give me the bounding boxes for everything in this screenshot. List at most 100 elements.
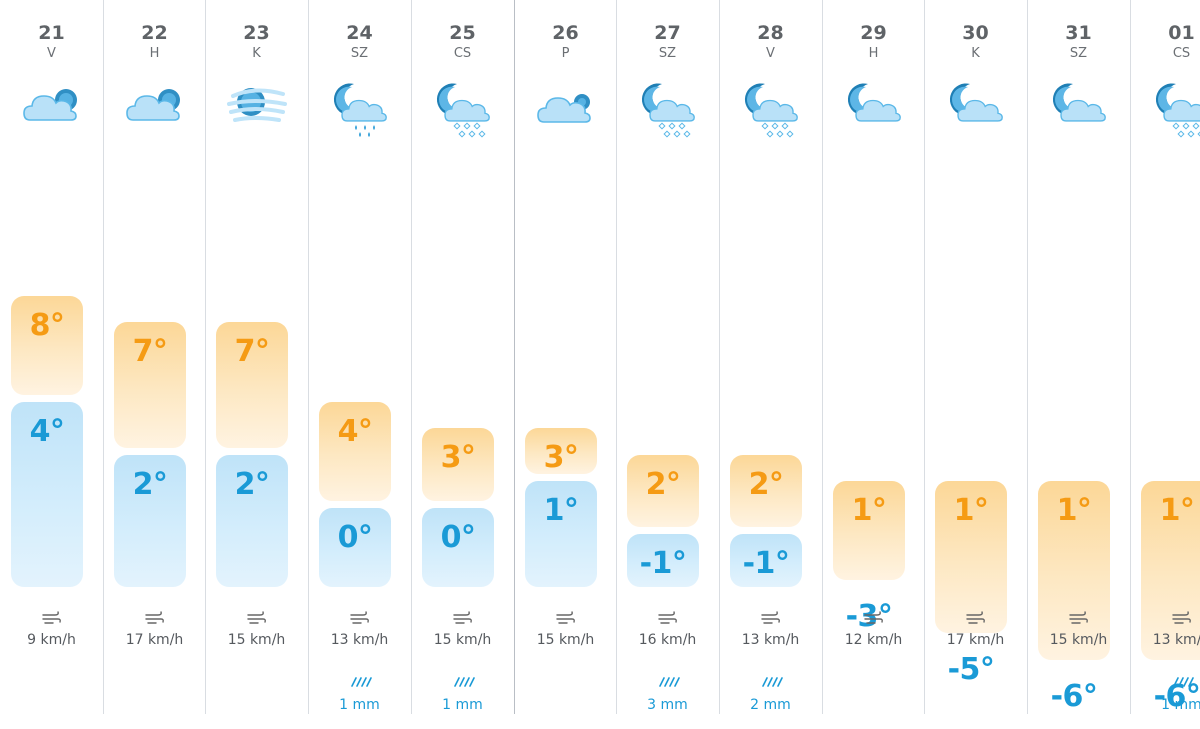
column-divider — [924, 0, 925, 714]
low-temp: 1° — [543, 493, 579, 528]
day-weekday: P — [561, 46, 570, 61]
high-temp-bar: 1° — [1038, 481, 1110, 660]
day-column[interactable]: 28 V 2° -1° 13 km/h 2 mm — [719, 0, 822, 714]
high-temp-bar: 8° — [11, 295, 83, 395]
low-temp: -5° — [947, 652, 995, 687]
day-column[interactable]: 25 CS 3° 0° 15 km/h 1 mm — [411, 0, 514, 714]
day-weekday: V — [766, 46, 775, 61]
wind-speed: 16 km/h — [638, 632, 697, 648]
low-temp-bar: -1° — [627, 534, 699, 587]
precipitation-amount: 1 mm — [339, 697, 380, 713]
day-weekday: K — [971, 46, 980, 61]
day-date: 22 — [141, 22, 168, 44]
wind-speed: 15 km/h — [536, 632, 595, 648]
wind-speed: 17 km/h — [946, 632, 1005, 648]
precipitation-amount: 1 mm — [1161, 697, 1200, 713]
day-weekday: CS — [453, 46, 472, 61]
moon-cloud-icon — [924, 80, 1027, 140]
column-divider — [103, 0, 104, 714]
day-weekday: CS — [1172, 46, 1191, 61]
high-temp: 7° — [132, 334, 168, 369]
moon-cloud-icon — [1027, 80, 1130, 140]
low-temp: 0° — [337, 519, 373, 555]
wind-speed: 15 km/h — [1049, 632, 1108, 648]
low-temp: 2° — [234, 466, 270, 502]
day-date: 21 — [38, 22, 65, 44]
wind-speed: 13 km/h — [741, 632, 800, 648]
wind-icon — [1130, 611, 1200, 627]
day-column[interactable]: 23 K 7° 2° 15 km/h — [205, 0, 308, 714]
day-weekday: K — [252, 46, 261, 61]
high-temp-bar: 7° — [216, 322, 288, 448]
wind-icon — [1027, 611, 1130, 627]
high-temp: 3° — [543, 440, 579, 475]
high-temp: 7° — [234, 334, 270, 369]
low-temp: 0° — [440, 519, 476, 555]
column-divider — [1027, 0, 1028, 714]
wind-icon — [616, 611, 719, 627]
column-divider — [205, 0, 206, 714]
high-temp-bar: 3° — [422, 428, 494, 501]
high-temp: 8° — [29, 307, 65, 343]
low-temp-bar: 0° — [319, 507, 391, 587]
day-column[interactable]: 30 K 1° -5° 17 km/h — [924, 0, 1027, 714]
day-date: 27 — [654, 22, 681, 44]
low-temp: 4° — [29, 413, 65, 449]
column-divider — [616, 0, 617, 714]
precipitation-icon — [616, 676, 719, 690]
precipitation-icon — [308, 676, 411, 690]
low-temp-bar: 1° — [525, 481, 597, 587]
low-temp: 2° — [132, 466, 168, 502]
day-column[interactable]: 26 P 3° 1° 15 km/h — [514, 0, 617, 714]
column-divider — [308, 0, 309, 714]
high-temp-bar: 7° — [114, 322, 186, 448]
low-temp: -1° — [742, 546, 790, 581]
moon-cloud-snow-icon — [616, 80, 719, 140]
wind-icon — [411, 611, 514, 627]
low-temp: -1° — [639, 546, 687, 581]
wind-icon — [514, 611, 617, 627]
day-column[interactable]: 21 V 8° 4° 9 km/h — [0, 0, 103, 714]
column-divider — [1130, 0, 1131, 714]
precipitation-icon — [411, 676, 514, 690]
day-weekday: SZ — [1069, 46, 1088, 61]
day-weekday: H — [149, 46, 160, 61]
column-divider — [514, 0, 515, 714]
precipitation-amount: 2 mm — [750, 697, 791, 713]
cloud-icon — [514, 80, 617, 140]
wind-speed: 15 km/h — [227, 632, 286, 648]
wind-icon — [103, 611, 206, 627]
high-temp: 2° — [748, 466, 784, 502]
high-temp-bar: 2° — [627, 454, 699, 527]
day-column[interactable]: 01 CS 1° -6° 13 km/h 1 mm — [1130, 0, 1200, 714]
low-temp: -6° — [1153, 678, 1200, 714]
wind-speed: 15 km/h — [433, 632, 492, 648]
high-temp: 1° — [953, 493, 989, 528]
high-temp-bar: 1° — [833, 481, 905, 580]
day-column[interactable]: 29 H 1° -3° 12 km/h — [822, 0, 925, 714]
precipitation-icon — [719, 676, 822, 690]
day-date: 01 — [1168, 22, 1195, 44]
wind-icon — [205, 611, 308, 627]
day-date: 31 — [1065, 22, 1092, 44]
moon-cloud-snow-icon — [719, 80, 822, 140]
low-temp-bar: 4° — [11, 401, 83, 587]
high-temp: 2° — [645, 466, 681, 502]
moon-cloud-rain-icon — [308, 80, 411, 140]
high-temp-bar: 3° — [525, 428, 597, 475]
low-temp-bar: 2° — [114, 454, 186, 587]
day-column[interactable]: 24 SZ 4° 0° 13 km/h 1 mm — [308, 0, 411, 714]
day-column[interactable]: 31 SZ 1° -6° 15 km/h — [1027, 0, 1130, 714]
high-temp: 1° — [1056, 493, 1092, 528]
day-column[interactable]: 27 SZ 2° -1° 16 km/h 3 mm — [616, 0, 719, 714]
wind-icon — [308, 611, 411, 627]
precipitation-icon — [1130, 676, 1200, 690]
day-column[interactable]: 22 H 7° 2° 17 km/h — [103, 0, 206, 714]
low-temp-bar: 2° — [216, 454, 288, 587]
column-divider — [822, 0, 823, 714]
wind-speed: 17 km/h — [125, 632, 184, 648]
day-date: 26 — [552, 22, 579, 44]
wind-icon — [924, 611, 1027, 627]
wind-icon — [822, 611, 925, 627]
high-temp: 4° — [337, 413, 373, 449]
